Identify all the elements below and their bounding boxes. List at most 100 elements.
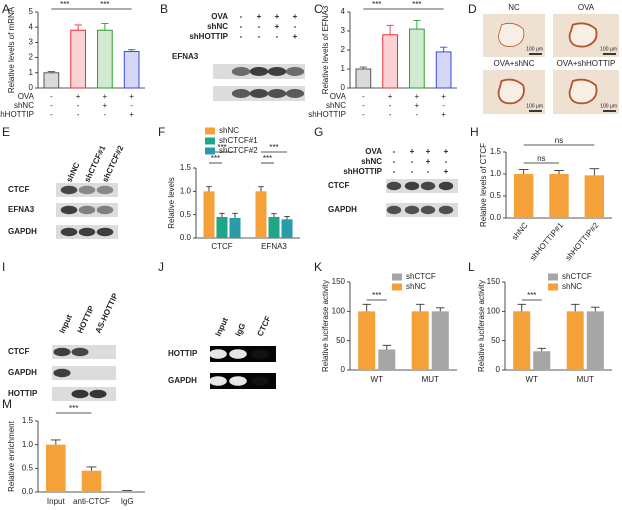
blot-band — [420, 181, 436, 191]
y-tick-label: 0.0 — [180, 233, 192, 242]
treatment-sign: + — [129, 110, 134, 119]
blot-band — [209, 349, 227, 359]
image-label: OVA — [578, 3, 595, 12]
scale-label: 100 μm — [526, 103, 543, 109]
blot-band — [53, 347, 71, 357]
image-label: OVA+shHOTTIP — [557, 59, 616, 68]
row-label: EFNA3 — [8, 205, 35, 214]
blot-band — [285, 89, 305, 98]
y-axis-label: Relative luciferase activity — [321, 280, 330, 372]
bar — [358, 311, 376, 370]
x-tick-label: MUT — [577, 375, 594, 384]
treatment-label: shHOTTIP — [0, 110, 34, 119]
bar — [566, 311, 584, 370]
panel-letter: L — [468, 260, 475, 274]
bar — [81, 470, 102, 492]
y-axis-label: Relative levels of CTCF — [479, 143, 488, 227]
x-tick-label: WT — [371, 375, 384, 384]
significance-label: *** — [527, 291, 536, 300]
panel-letter: A — [2, 2, 10, 16]
condition-sign: + — [257, 12, 262, 21]
row-label: HOTTIP — [168, 349, 198, 358]
condition-sign: + — [275, 12, 280, 21]
error-bar — [127, 49, 136, 52]
bar — [216, 217, 228, 238]
condition-sign: - — [294, 22, 297, 31]
x-tick-label: anti-CTCF — [73, 497, 110, 506]
error-bar — [413, 20, 421, 30]
y-tick-label: 4 — [29, 22, 34, 31]
blot-strip — [52, 366, 116, 380]
blot-band — [60, 227, 78, 237]
condition-sign: - — [240, 12, 243, 21]
image-label: OVA+shNC — [494, 59, 535, 68]
condition-sign: - — [445, 157, 448, 166]
row-label: GAPDH — [328, 205, 357, 214]
bar — [268, 217, 280, 238]
error-bar — [232, 212, 238, 218]
significance-label: *** — [211, 154, 220, 163]
error-bar — [436, 307, 445, 312]
y-tick-label: 0.5 — [180, 210, 192, 219]
treatment-sign: + — [103, 101, 108, 110]
bar — [382, 34, 398, 89]
legend-label: shNC — [562, 282, 582, 291]
treatment-sign: + — [415, 101, 420, 110]
bar — [43, 72, 60, 89]
error-bar — [362, 303, 371, 312]
condition-sign: - — [240, 32, 243, 41]
treatment-sign: - — [362, 92, 365, 101]
blot-band — [78, 227, 96, 237]
condition-label: shHOTTIP — [343, 167, 382, 176]
condition-sign: - — [258, 32, 261, 41]
blot-band — [231, 89, 251, 98]
y-tick-label: 1.0 — [180, 186, 192, 195]
legend-label: shNC — [219, 126, 239, 135]
condition-sign: - — [240, 22, 243, 31]
treatment-sign: - — [77, 110, 80, 119]
condition-sign: - — [411, 157, 414, 166]
error-bar — [415, 303, 425, 312]
treatment-sign: - — [77, 101, 80, 110]
x-tick-label: MUT — [422, 375, 439, 384]
y-axis-label: Relative levels — [167, 177, 176, 229]
condition-sign: - — [411, 167, 414, 176]
bar — [533, 351, 551, 370]
error-bar — [258, 186, 264, 192]
legend-swatch — [205, 137, 215, 145]
error-bar — [101, 22, 109, 31]
y-tick-label: 100 — [487, 306, 501, 315]
treatment-sign: - — [362, 110, 365, 119]
y-tick-label: 0.0 — [22, 487, 34, 496]
bar — [409, 28, 425, 89]
y-tick-label: 1 — [341, 64, 346, 73]
error-bar — [517, 303, 526, 312]
treatment-sign: + — [441, 110, 446, 119]
condition-label: OVA — [365, 147, 382, 156]
y-tick-label: 5 — [29, 7, 34, 16]
blot-band — [60, 205, 78, 215]
blot-band — [60, 185, 78, 195]
bar — [281, 219, 293, 238]
bar — [431, 311, 449, 370]
condition-sign: + — [293, 32, 298, 41]
legend-label: shCTCF#1 — [219, 136, 258, 145]
y-tick-label: 3 — [341, 26, 346, 35]
y-tick-label: 0 — [29, 83, 34, 92]
treatment-label: shNC — [14, 101, 34, 110]
legend-swatch — [392, 273, 402, 281]
y-tick-label: 50 — [491, 336, 500, 345]
x-tick-label: WT — [526, 375, 539, 384]
treatment-sign: + — [415, 92, 420, 101]
error-bar — [518, 169, 529, 174]
significance-label: *** — [217, 143, 226, 152]
significance-label: *** — [100, 0, 109, 9]
legend-label: shCTCF#2 — [219, 146, 258, 155]
condition-sign: - — [258, 22, 261, 31]
y-tick-label: 1.5 — [490, 147, 502, 156]
condition-sign: - — [393, 147, 396, 156]
blot-band — [209, 376, 227, 386]
legend-label: shNC — [406, 282, 426, 291]
blot-band — [96, 205, 114, 215]
